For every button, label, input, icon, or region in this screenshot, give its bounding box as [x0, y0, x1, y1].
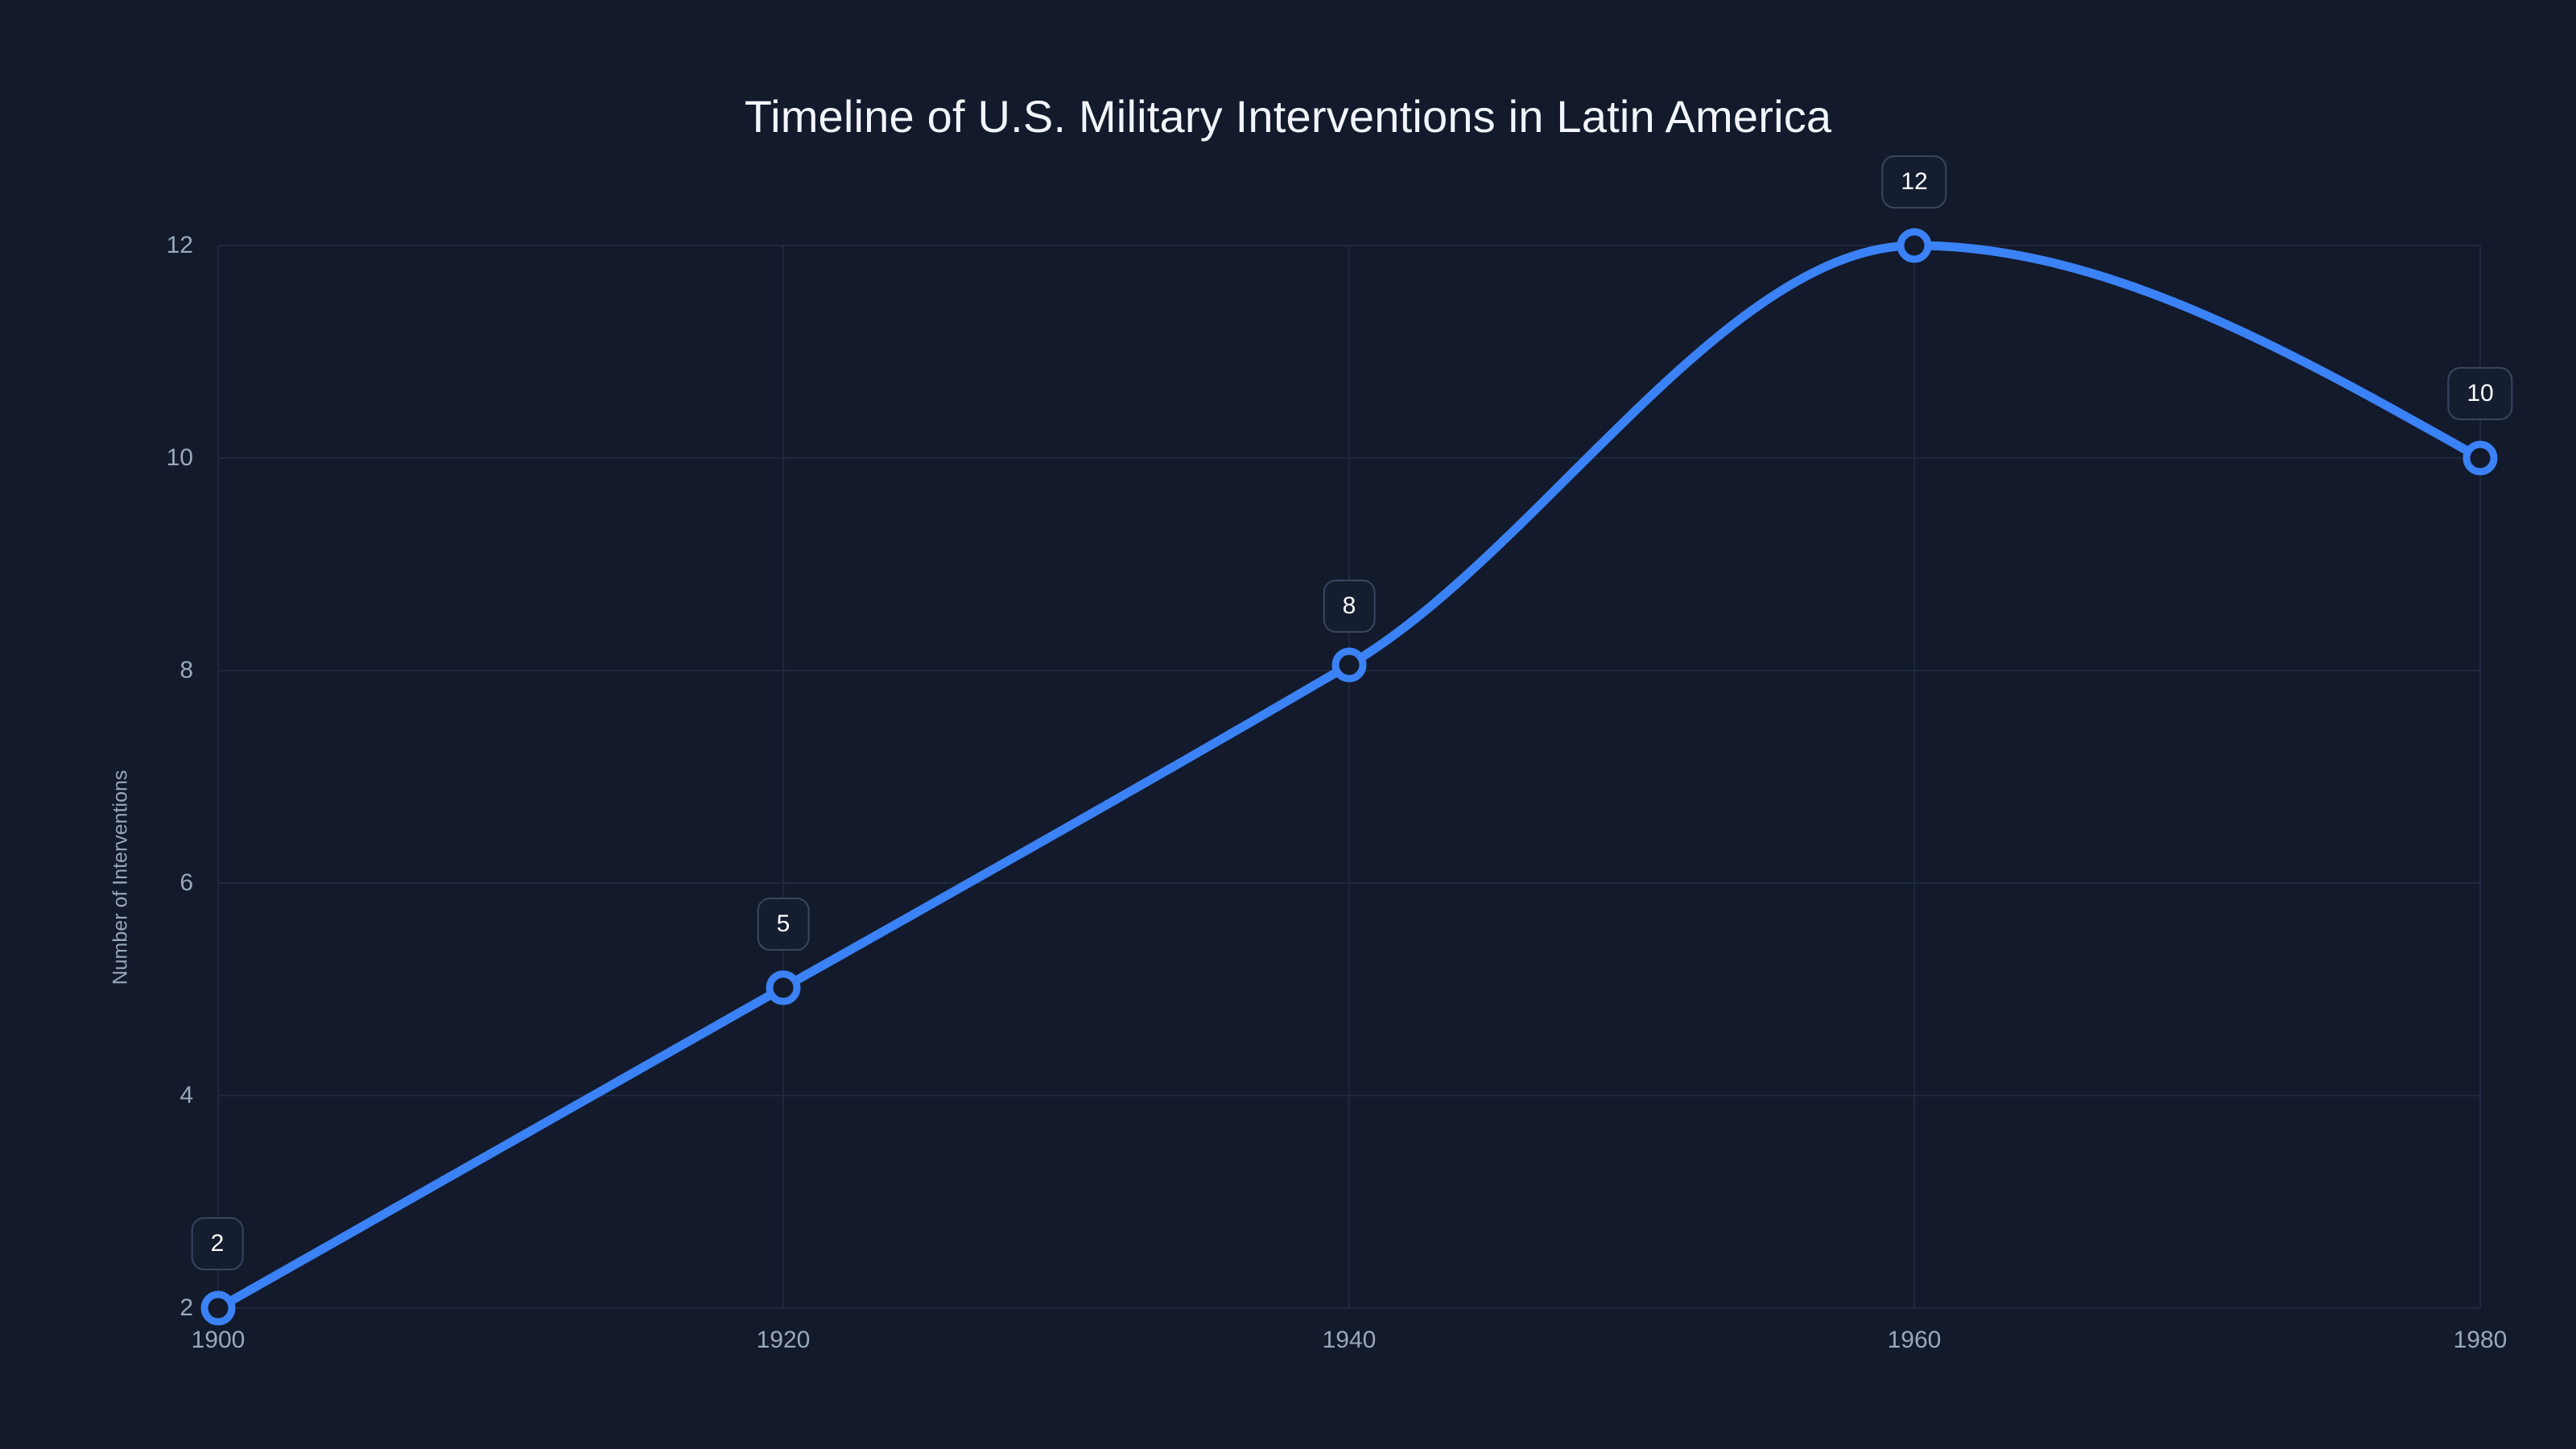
y-tick-label-12: 12 — [166, 232, 193, 258]
data-point-markers — [200, 228, 2498, 1326]
data-label-1960: 12 — [1881, 155, 1947, 208]
y-tick-label-6: 6 — [180, 869, 193, 896]
data-label-1900: 2 — [191, 1217, 244, 1270]
x-tick-label-1900: 1900 — [191, 1327, 246, 1353]
gridlines — [217, 245, 2481, 1309]
y-tick-label-10: 10 — [166, 444, 193, 471]
data-label-1920: 5 — [757, 898, 810, 951]
y-tick-label-4: 4 — [180, 1082, 193, 1108]
x-tick-label-1940: 1940 — [1322, 1327, 1377, 1353]
y-tick-label-8: 8 — [180, 657, 193, 683]
y-axis-title: Number of Interventions — [109, 770, 132, 985]
x-tick-label-1980: 1980 — [2453, 1327, 2508, 1353]
data-label-1940: 8 — [1323, 580, 1376, 633]
x-tick-label-1920: 1920 — [756, 1327, 811, 1353]
data-label-1980: 10 — [2447, 367, 2513, 420]
x-tick-label-1960: 1960 — [1887, 1327, 1942, 1353]
y-tick-label-2: 2 — [180, 1294, 193, 1321]
chart-title: Timeline of U.S. Military Interventions … — [744, 91, 1832, 142]
